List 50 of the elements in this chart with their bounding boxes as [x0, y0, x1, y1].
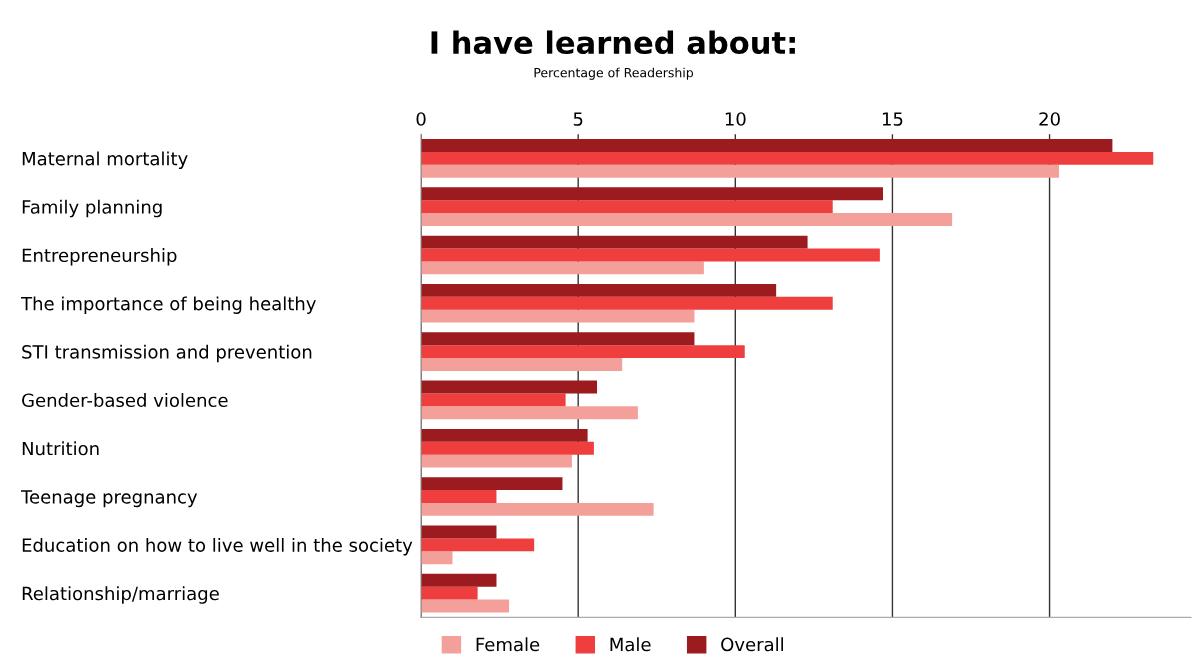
bar: [421, 551, 453, 565]
y-tick-label: Education on how to live well in the society: [22, 537, 413, 556]
bar: [421, 490, 497, 503]
bar: [421, 151, 1154, 165]
bar: [421, 296, 833, 310]
x-tick-label: 15: [882, 112, 903, 126]
x-tick-label: 5: [573, 112, 583, 126]
bar: [421, 406, 638, 420]
y-tick-label: Entrepreneurship: [22, 248, 177, 266]
chart-subtitle: Percentage of Readership: [534, 67, 694, 80]
bar: [421, 345, 745, 359]
bar: [421, 200, 833, 214]
bar: [421, 599, 510, 613]
bar: [421, 139, 1113, 152]
bar: [421, 477, 563, 491]
bar: [421, 380, 598, 394]
bar: [421, 573, 497, 587]
x-tick-label: 20: [1039, 112, 1060, 126]
bar: [421, 428, 588, 442]
bar: [421, 502, 654, 516]
bar: [421, 525, 497, 539]
bar: [421, 454, 572, 468]
y-tick-label: Family planning: [22, 199, 162, 218]
bar: [421, 393, 566, 407]
bar: [421, 164, 1059, 178]
bar: [421, 235, 808, 249]
legend-label: Overall: [721, 637, 783, 652]
chart-title: I have learned about:: [431, 30, 795, 55]
bar: [421, 586, 478, 600]
bar: [421, 213, 953, 226]
y-tick-label: Gender-based violence: [22, 393, 228, 408]
bar: [421, 187, 883, 201]
bar: [421, 283, 777, 297]
bar: [421, 441, 594, 455]
y-tick-label: The importance of being healthy: [21, 296, 316, 314]
bar: [421, 261, 704, 275]
y-tick-label: STI transmission and prevention: [22, 344, 312, 363]
y-tick-label: Nutrition: [22, 441, 99, 456]
bar: [421, 248, 880, 262]
bar: [421, 538, 535, 552]
bar: [421, 309, 695, 323]
y-tick-label: Maternal mortality: [22, 151, 188, 169]
x-tick-label: 0: [416, 112, 426, 126]
y-tick-label: Teenage pregnancy: [21, 490, 198, 508]
y-tick-label: Relationship/marriage: [22, 586, 219, 604]
bar: [421, 358, 623, 371]
legend-label: Male: [610, 637, 651, 652]
bar: [421, 332, 695, 346]
legend-label: Female: [476, 637, 540, 652]
x-tick-label: 10: [725, 112, 746, 126]
